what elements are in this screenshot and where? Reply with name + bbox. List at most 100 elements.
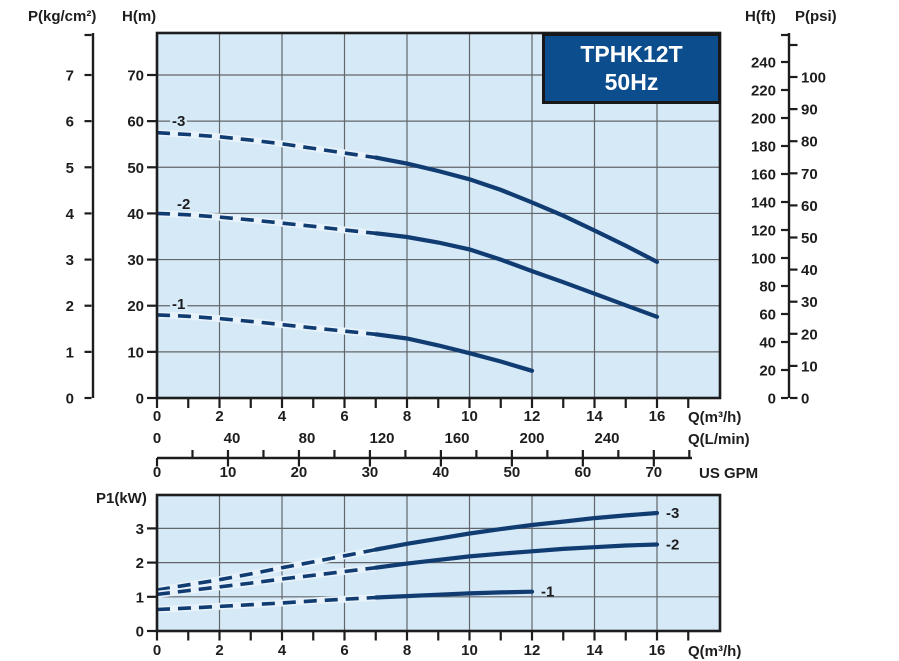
series-label-3: -3 <box>666 505 679 522</box>
curve-dashed-1 <box>156 313 376 337</box>
head-ft-tick-label: 60 <box>759 307 776 324</box>
plot-border <box>155 31 722 400</box>
pressure-psi-tick-label: 90 <box>801 102 818 119</box>
pressure-psi-tick-label: 10 <box>801 358 818 375</box>
usgpm-tick-label: 0 <box>153 464 161 481</box>
lmin-tick-label: 240 <box>594 430 619 447</box>
series-label-2: -2 <box>666 536 679 553</box>
curve-dashed-2 <box>156 211 376 236</box>
power-kw-tick-label: 1 <box>136 589 144 606</box>
flow-m3h-axis-title: Q(m³/h) <box>688 409 742 426</box>
power-kw-tick-label: 0 <box>136 624 144 641</box>
head-ft-tick-label: 120 <box>751 223 776 240</box>
lmin-tick-label: 0 <box>153 430 161 447</box>
head-m-tick-label: 20 <box>127 298 144 315</box>
x-tick-label: 14 <box>586 408 603 425</box>
series-label-2: -2 <box>177 196 190 213</box>
lmin-tick-label: 80 <box>299 430 316 447</box>
curve-solid-3 <box>373 510 660 552</box>
flow-m3h-axis-title-power: Q(m³/h) <box>688 643 742 660</box>
usgpm-tick-label: 10 <box>220 464 237 481</box>
pressure-psi-tick-label: 50 <box>801 230 818 247</box>
head-ft-tick-label: 220 <box>751 83 776 100</box>
lmin-tick-label: 40 <box>224 430 241 447</box>
head-m-tick-label: 0 <box>136 391 144 408</box>
pressure-kgcm2-tick-label: 1 <box>66 344 74 361</box>
x-tick-label: 12 <box>524 642 541 659</box>
x-tick-label: 8 <box>403 408 411 425</box>
head-ft-tick-label: 80 <box>759 279 776 296</box>
curve-solid-3 <box>373 155 660 264</box>
usgpm-tick-label: 70 <box>645 464 662 481</box>
head-m-tick-label: 60 <box>127 114 144 131</box>
head-ft-tick-label: 0 <box>768 391 776 408</box>
x-tick-label: 10 <box>461 642 478 659</box>
lmin-tick-label: 200 <box>519 430 544 447</box>
usgpm-tick-label: 60 <box>575 464 592 481</box>
pressure-psi-axis-title: P(psi) <box>795 8 837 25</box>
pressure-psi-tick-label: 20 <box>801 326 818 343</box>
x-tick-label: 4 <box>278 642 287 659</box>
x-tick-label: 16 <box>649 642 666 659</box>
power-kw-tick-label: 2 <box>136 555 144 572</box>
pressure-kgcm2-tick-label: 7 <box>66 67 74 84</box>
head-m-tick-label: 50 <box>127 160 144 177</box>
curve-dashed-3 <box>156 547 377 592</box>
model-name: TPHK12T <box>580 40 683 67</box>
pressure-kgcm2-tick-label: 6 <box>66 114 74 131</box>
lmin-tick-label: 120 <box>369 430 394 447</box>
head-ft-tick-label: 40 <box>759 335 776 352</box>
plot-border <box>155 493 722 633</box>
x-tick-label: 2 <box>215 408 223 425</box>
pressure-kgcm2-axis-title: P(kg/cm²) <box>28 8 97 25</box>
title-box: TPHK12T 50Hz <box>542 33 721 104</box>
pressure-psi-tick-label: 60 <box>801 198 818 215</box>
usgpm-tick-label: 40 <box>433 464 450 481</box>
curve-solid-1 <box>373 332 535 373</box>
head-m-tick-label: 40 <box>127 206 144 223</box>
pressure-psi-tick-label: 0 <box>801 391 809 408</box>
pressure-kgcm2-tick-label: 4 <box>66 206 75 223</box>
pressure-psi-tick-label: 100 <box>801 70 826 87</box>
frequency-label: 50Hz <box>604 68 659 95</box>
usgpm-tick-label: 50 <box>504 464 521 481</box>
x-tick-label: 6 <box>340 642 348 659</box>
head-ft-tick-label: 100 <box>751 251 776 268</box>
x-tick-label: 4 <box>278 408 287 425</box>
x-tick-label: 2 <box>215 642 223 659</box>
head-ft-tick-label: 180 <box>751 139 776 156</box>
x-tick-label: 14 <box>586 642 603 659</box>
head-m-tick-label: 30 <box>127 252 144 269</box>
curve-solid-1 <box>373 589 535 600</box>
head-ft-tick-label: 140 <box>751 195 776 212</box>
flow-lmin-axis-title: Q(L/min) <box>688 431 750 448</box>
curve-dashed-3 <box>156 130 377 160</box>
pressure-kgcm2-tick-label: 5 <box>66 160 74 177</box>
head-ft-tick-label: 200 <box>751 111 776 128</box>
usgpm-tick-label: 20 <box>291 464 308 481</box>
x-tick-label: 0 <box>153 642 161 659</box>
pressure-psi-tick-label: 40 <box>801 262 818 279</box>
usgpm-tick-label: 30 <box>362 464 379 481</box>
series-label-3: -3 <box>172 113 185 130</box>
pressure-psi-tick-label: 30 <box>801 294 818 311</box>
head-m-tick-label: 70 <box>127 67 144 84</box>
x-tick-label: 8 <box>403 642 411 659</box>
flow-usgpm-axis-title: US GPM <box>699 465 759 482</box>
head-m-axis-title: H(m) <box>122 8 157 25</box>
power-kw-axis-title: P1(kW) <box>96 490 147 507</box>
curve-dashed-1 <box>156 595 376 612</box>
pressure-psi-tick-label: 80 <box>801 134 818 151</box>
pressure-kgcm2-tick-label: 2 <box>66 298 74 315</box>
lmin-tick-label: 160 <box>444 430 469 447</box>
pressure-kgcm2-tick-label: 3 <box>66 252 74 269</box>
pressure-kgcm2-tick-label: 0 <box>66 391 74 408</box>
head-m-tick-label: 10 <box>127 344 144 361</box>
series-label-1: -1 <box>541 584 554 601</box>
pressure-psi-tick-label: 70 <box>801 166 818 183</box>
x-tick-label: 6 <box>340 408 348 425</box>
x-tick-label: 0 <box>153 408 161 425</box>
